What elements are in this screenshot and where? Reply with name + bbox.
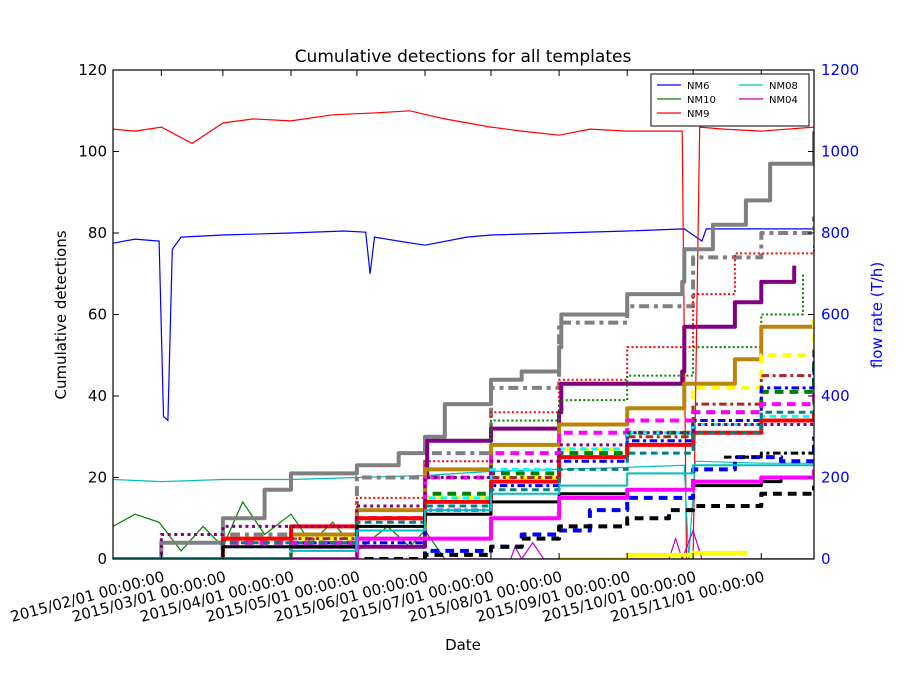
detection-series-20 [113,461,814,559]
y-right-tick-label: 600 [821,306,850,324]
right-axis: 0 200 400 600 800 1000 1200 [808,61,859,568]
legend-label: NM08 [769,81,798,92]
detection-series-16 [113,436,814,559]
left-axis: 0 20 40 60 80 100 120 [78,61,119,568]
y-right-tick-label: 1200 [821,61,859,79]
detection-series-13 [113,412,814,559]
y-axis-label: Cumulative detections [52,230,70,399]
x-axis-label: Date [445,636,481,654]
flow-series-nm6 [113,228,814,422]
flow-series-nm04 [113,528,814,559]
detection-series-1 [113,131,814,559]
legend-label: NM10 [687,95,716,106]
detection-series-19 [113,469,814,559]
legend-label: NM9 [687,109,709,120]
y-right-tick-label: 800 [821,224,850,242]
y-right-tick-label: 1000 [821,143,859,161]
y-tick-label: 20 [88,469,107,487]
detection-series-14 [113,416,814,559]
y-tick-label: 80 [88,224,107,242]
flow-series-nm9 [113,110,814,559]
detection-series-22 [723,436,814,459]
detection-series-17 [113,485,814,559]
chart-title: Cumulative detections for all templates [295,47,632,67]
y-right-tick-label: 200 [821,469,850,487]
legend-label: NM6 [687,81,709,92]
y-right-tick-label: 0 [821,550,831,568]
y-right-tick-label: 400 [821,387,850,405]
legend: NM6 NM10 NM9 NM08 NM04 [650,73,810,127]
y-tick-label: 100 [78,143,107,161]
y-tick-label: 120 [78,61,107,79]
legend-label: NM04 [769,95,798,106]
y-axis-right-label: flow rate (T/h) [868,262,886,368]
y-tick-label: 60 [88,306,107,324]
y-tick-label: 0 [97,550,107,568]
legend-box [650,73,810,127]
y-tick-label: 40 [88,387,107,405]
